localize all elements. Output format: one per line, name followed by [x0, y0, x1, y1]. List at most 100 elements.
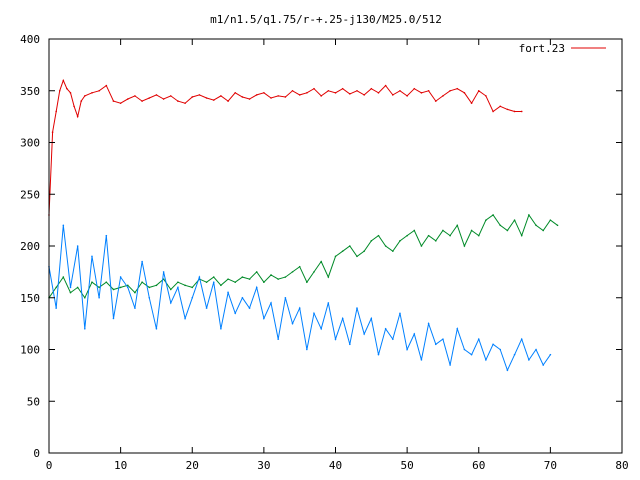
data-point — [241, 296, 244, 299]
data-point — [442, 338, 444, 340]
data-point — [62, 79, 65, 82]
data-point — [141, 100, 143, 102]
data-point — [298, 94, 301, 96]
data-point — [334, 338, 337, 340]
data-point — [327, 276, 330, 278]
data-point — [327, 302, 330, 304]
data-point — [313, 312, 315, 315]
data-point — [76, 115, 79, 118]
data-point — [119, 102, 122, 104]
data-point — [134, 307, 136, 309]
data-point — [499, 105, 502, 108]
data-point — [513, 353, 516, 356]
data-point — [298, 265, 301, 268]
data-point — [556, 224, 559, 227]
data-point — [463, 92, 466, 94]
data-point — [84, 328, 86, 330]
legend: fort.23 — [519, 42, 606, 55]
data-point — [76, 286, 79, 289]
data-point — [392, 94, 394, 96]
data-point — [420, 359, 423, 361]
data-point — [277, 278, 280, 280]
data-point — [463, 348, 466, 351]
data-point — [162, 271, 165, 273]
data-point — [506, 369, 509, 372]
data-point — [477, 234, 480, 237]
data-point — [492, 110, 494, 113]
data-point — [392, 250, 394, 252]
legend-label: fort.23 — [519, 42, 565, 55]
data-point — [520, 338, 523, 340]
data-point — [220, 328, 222, 330]
data-point — [463, 245, 466, 247]
data-point — [413, 87, 416, 90]
data-point — [62, 224, 65, 227]
data-point — [291, 271, 294, 273]
data-point — [241, 96, 244, 98]
x-tick-label: 10 — [114, 459, 127, 472]
data-point — [506, 108, 509, 111]
data-point — [263, 92, 265, 94]
data-point — [485, 95, 487, 97]
data-point — [499, 348, 502, 351]
data-point — [66, 87, 68, 90]
data-point — [370, 317, 373, 320]
data-point — [449, 364, 451, 366]
data-point — [399, 312, 401, 315]
data-point — [406, 234, 408, 237]
data-point — [98, 286, 100, 289]
data-point — [392, 338, 394, 340]
data-point — [270, 97, 272, 99]
data-point — [528, 359, 530, 361]
chart-title: m1/n1.5/q1.75/r-+.25-j130/M25.0/512 — [210, 13, 442, 26]
data-point — [55, 286, 57, 289]
data-point — [169, 95, 172, 97]
y-tick-label: 0 — [33, 447, 40, 460]
data-point — [535, 348, 537, 351]
data-point — [73, 105, 75, 108]
data-point — [306, 348, 308, 351]
data-point — [126, 286, 129, 289]
data-point — [177, 286, 179, 289]
data-point — [91, 255, 93, 258]
data-point — [205, 281, 208, 284]
data-point — [413, 333, 416, 335]
data-point — [384, 245, 387, 247]
data-point — [148, 286, 151, 289]
data-point — [191, 286, 194, 289]
data-point — [248, 307, 251, 309]
data-point — [406, 348, 408, 351]
data-point — [291, 322, 294, 325]
data-point — [177, 100, 179, 102]
data-point — [191, 296, 194, 299]
data-point — [327, 89, 330, 92]
data-point — [356, 255, 358, 258]
data-point — [377, 353, 380, 356]
data-point — [356, 89, 358, 92]
data-point — [169, 302, 172, 304]
data-point — [98, 296, 100, 299]
data-point — [306, 92, 308, 94]
data-point — [506, 229, 509, 232]
data-point — [119, 286, 122, 289]
data-point — [270, 302, 272, 304]
data-point — [363, 333, 365, 335]
x-tick-label: 50 — [401, 459, 414, 472]
data-point — [306, 281, 308, 284]
data-point — [55, 110, 57, 113]
data-point — [105, 234, 108, 237]
data-point — [112, 317, 115, 320]
data-point — [349, 93, 351, 95]
data-point — [112, 288, 115, 291]
x-tick-label: 0 — [46, 459, 53, 472]
x-tick-label: 40 — [329, 459, 342, 472]
data-point — [277, 338, 280, 340]
data-point — [220, 284, 222, 287]
data-point — [434, 240, 437, 242]
data-point — [535, 224, 537, 227]
data-point — [549, 219, 552, 221]
data-point — [492, 214, 494, 216]
data-point — [341, 317, 344, 320]
data-point — [177, 281, 179, 284]
data-point — [141, 281, 143, 284]
